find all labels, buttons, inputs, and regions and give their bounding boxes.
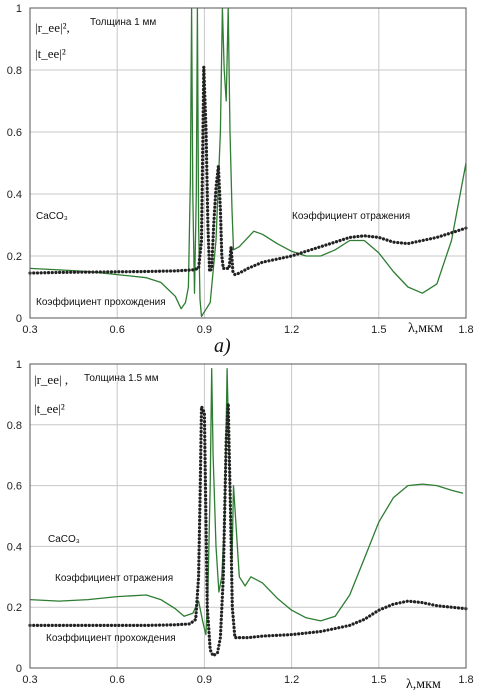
y-tick-label: 1 <box>16 359 22 371</box>
transmission-label: Коэффициент прохождения <box>36 296 166 308</box>
x-tick-label: 1.2 <box>284 674 299 686</box>
y-tick-label: 0 <box>16 313 22 325</box>
x-tick-label: 0.6 <box>110 324 125 336</box>
y-tick-label: 0.4 <box>7 189 22 201</box>
x-axis-unit: λ,мкм <box>408 321 443 336</box>
x-tick-label: 0.3 <box>22 674 37 686</box>
reflection-series-line <box>29 7 467 318</box>
y-label-t: |t_ee|² <box>35 46 66 61</box>
chart-panel-b: 0.3 0.6 0.9 1.2 1.5 1.8 0 0.2 0.4 0.6 0.8 1 |r_ee| … <box>7 359 474 691</box>
plot-frame <box>29 363 467 669</box>
transmission-series-line <box>28 401 468 658</box>
tick-labels: 0.3 0.6 0.9 1.2 1.5 1.8 0 0.2 0.4 0.6 0.8 1 <box>7 3 474 336</box>
chart-panel-a: 0.3 0.6 0.9 1.2 1.5 1.8 0 0.2 0.4 0.6 0.8 1 |r_ee|²… <box>7 3 474 336</box>
y-tick-label: 1 <box>16 3 22 15</box>
grid <box>29 363 467 669</box>
x-axis-unit: λ,мкм <box>406 677 441 691</box>
x-tick-label: 0.6 <box>110 674 125 686</box>
y-tick-label: 0.2 <box>7 251 22 263</box>
thickness-label: Толщина 1 мм <box>90 17 156 28</box>
reflection-label: Коэффициент отражения <box>55 572 173 584</box>
y-tick-label: 0.2 <box>7 602 22 614</box>
y-tick-label: 0.6 <box>7 481 22 493</box>
axes <box>29 7 467 319</box>
y-tick-label: 0.4 <box>7 541 22 553</box>
x-tick-label: 1.5 <box>371 674 386 686</box>
x-tick-label: 1.2 <box>284 324 299 336</box>
y-label-t: |t_ee|² <box>34 401 65 416</box>
x-tick-label: 0.9 <box>197 324 212 336</box>
reflection-label: Коэффициент отражения <box>292 210 410 222</box>
tick-labels: 0.3 0.6 0.9 1.2 1.5 1.8 0 0.2 0.4 0.6 0.8 1 <box>7 359 474 686</box>
plot-frame <box>29 7 467 319</box>
y-tick-label: 0 <box>16 663 22 675</box>
x-tick-label: 1.5 <box>371 324 386 336</box>
y-tick-label: 0.8 <box>7 65 22 77</box>
y-tick-label: 0.8 <box>7 420 22 432</box>
y-label-r: |r_ee|², <box>35 20 70 35</box>
x-tick-label: 0.9 <box>197 674 212 686</box>
series-group <box>28 367 468 658</box>
thickness-label: Толщина 1.5 мм <box>84 373 159 384</box>
x-tick-label: 1.8 <box>458 324 473 336</box>
x-tick-label: 1.8 <box>458 674 473 686</box>
axes <box>29 363 467 669</box>
y-tick-label: 0.6 <box>7 127 22 139</box>
transmission-series-line <box>28 65 468 277</box>
reflection-series-line <box>29 367 464 636</box>
panel-caption: a) <box>214 335 231 357</box>
y-label-r: |r_ee| , <box>34 372 68 387</box>
material-label: CaCO₃ <box>48 534 80 545</box>
transmission-label: Коэффициент прохождения <box>46 632 176 644</box>
series-group <box>28 7 468 318</box>
x-tick-label: 0.3 <box>22 324 37 336</box>
material-label: CaCO₃ <box>36 211 68 222</box>
